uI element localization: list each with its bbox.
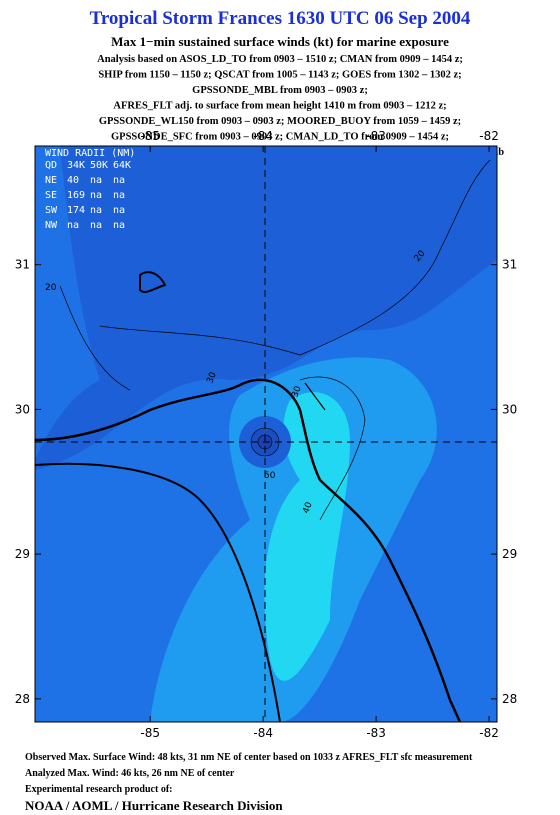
- x-tick-label: -82: [479, 129, 499, 143]
- contour-label: 30: [205, 371, 218, 385]
- wind-radii-cell: 40: [67, 175, 79, 186]
- x-tick-label: -83: [366, 726, 386, 740]
- track-arrow: [304, 382, 326, 411]
- wind-radii-cell: NE: [45, 175, 57, 186]
- y-tick-label: 28: [502, 692, 517, 706]
- wind-radii-cell: na: [90, 220, 102, 231]
- y-tick-label: 28: [15, 692, 30, 706]
- wind-radii-cell: 174: [67, 205, 85, 216]
- wind-radii-cell: NW: [45, 220, 58, 231]
- wind-radii-cell: na: [90, 190, 102, 201]
- organization: NOAA / AOML / Hurricane Research Divisio…: [25, 798, 283, 813]
- field-20-30: [35, 146, 100, 460]
- y-tick-label: 31: [502, 258, 517, 272]
- contour-label: 20: [45, 283, 57, 293]
- wind-radii-cell: na: [90, 175, 102, 186]
- contour-label: 40: [301, 501, 314, 515]
- wind-radii-header: QD: [45, 160, 57, 171]
- lake: [139, 271, 167, 294]
- footer-line: Observed Max. Surface Wind: 48 kts, 31 n…: [25, 752, 473, 763]
- wind-radii-cell: SW: [45, 205, 58, 216]
- wind-radii-cell: na: [90, 205, 102, 216]
- wind-radii-cell: na: [113, 220, 125, 231]
- contour-label: 30: [290, 385, 303, 399]
- x-tick-label: -82: [479, 726, 499, 740]
- analysis-line: GPSSONDE_SFC from 0903 – 0903 z; CMAN_LD…: [111, 132, 449, 143]
- map-frame: [34, 145, 498, 723]
- footer-line: Experimental research product of:: [25, 784, 172, 795]
- map: [34, 145, 498, 723]
- field-below-20: [35, 146, 497, 470]
- wind-radii-header: 50K: [90, 160, 108, 171]
- contour-line: [59, 159, 491, 521]
- y-tick-label: 29: [502, 547, 517, 561]
- analysis-line: SHIP from 1150 – 1150 z; QSCAT from 1005…: [98, 70, 461, 81]
- x-tick-label: -84: [253, 726, 273, 740]
- wind-radii-cell: na: [113, 205, 125, 216]
- analysis-line: Analysis based on ASOS_LD_TO from 0903 –…: [97, 54, 463, 65]
- title: Tropical Storm Frances 1630 UTC 06 Sep 2…: [90, 8, 471, 29]
- field-40-50: [264, 392, 350, 681]
- contour-label: 50: [264, 471, 276, 481]
- wind-radii-title: WIND RADII (NM): [45, 148, 135, 159]
- y-tick-label: 30: [15, 402, 30, 416]
- wind-radii-cell: na: [113, 190, 125, 201]
- analysis-line: AFRES_FLT adj. to surface from mean heig…: [113, 101, 446, 112]
- wind-radii-cell: 169: [67, 190, 85, 201]
- wind-radii-header: 64K: [113, 160, 131, 171]
- x-tick-label: -85: [140, 129, 160, 143]
- analysis-line: GPSSONDE_MBL from 0903 – 0903 z;: [192, 85, 368, 96]
- coastline: [34, 378, 462, 723]
- wind-radii-cell: SE: [45, 190, 57, 201]
- y-tick-label: 30: [502, 402, 517, 416]
- x-tick-label: -85: [140, 726, 160, 740]
- wind-radii-cell: na: [67, 220, 79, 231]
- x-tick-label: -84: [253, 129, 273, 143]
- y-tick-label: 29: [15, 547, 30, 561]
- wind-radii-header: 34K: [67, 160, 85, 171]
- x-tick-label: -83: [366, 129, 386, 143]
- continental-shelf: [34, 462, 281, 723]
- analysis-line: GPSSONDE_WL150 from 0903 – 0903 z; MOORE…: [99, 116, 461, 127]
- footer-line: Analyzed Max. Wind: 46 kts, 26 nm NE of …: [25, 768, 235, 779]
- subtitle: Max 1−min sustained surface winds (kt) f…: [111, 34, 449, 49]
- wind-radii-cell: na: [113, 175, 125, 186]
- y-tick-label: 31: [15, 258, 30, 272]
